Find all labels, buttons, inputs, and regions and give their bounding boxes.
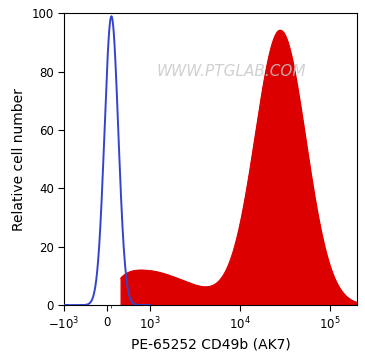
Y-axis label: Relative cell number: Relative cell number [12,88,26,231]
Text: WWW.PTGLAB.COM: WWW.PTGLAB.COM [156,64,306,79]
X-axis label: PE-65252 CD49b (AK7): PE-65252 CD49b (AK7) [131,338,290,352]
